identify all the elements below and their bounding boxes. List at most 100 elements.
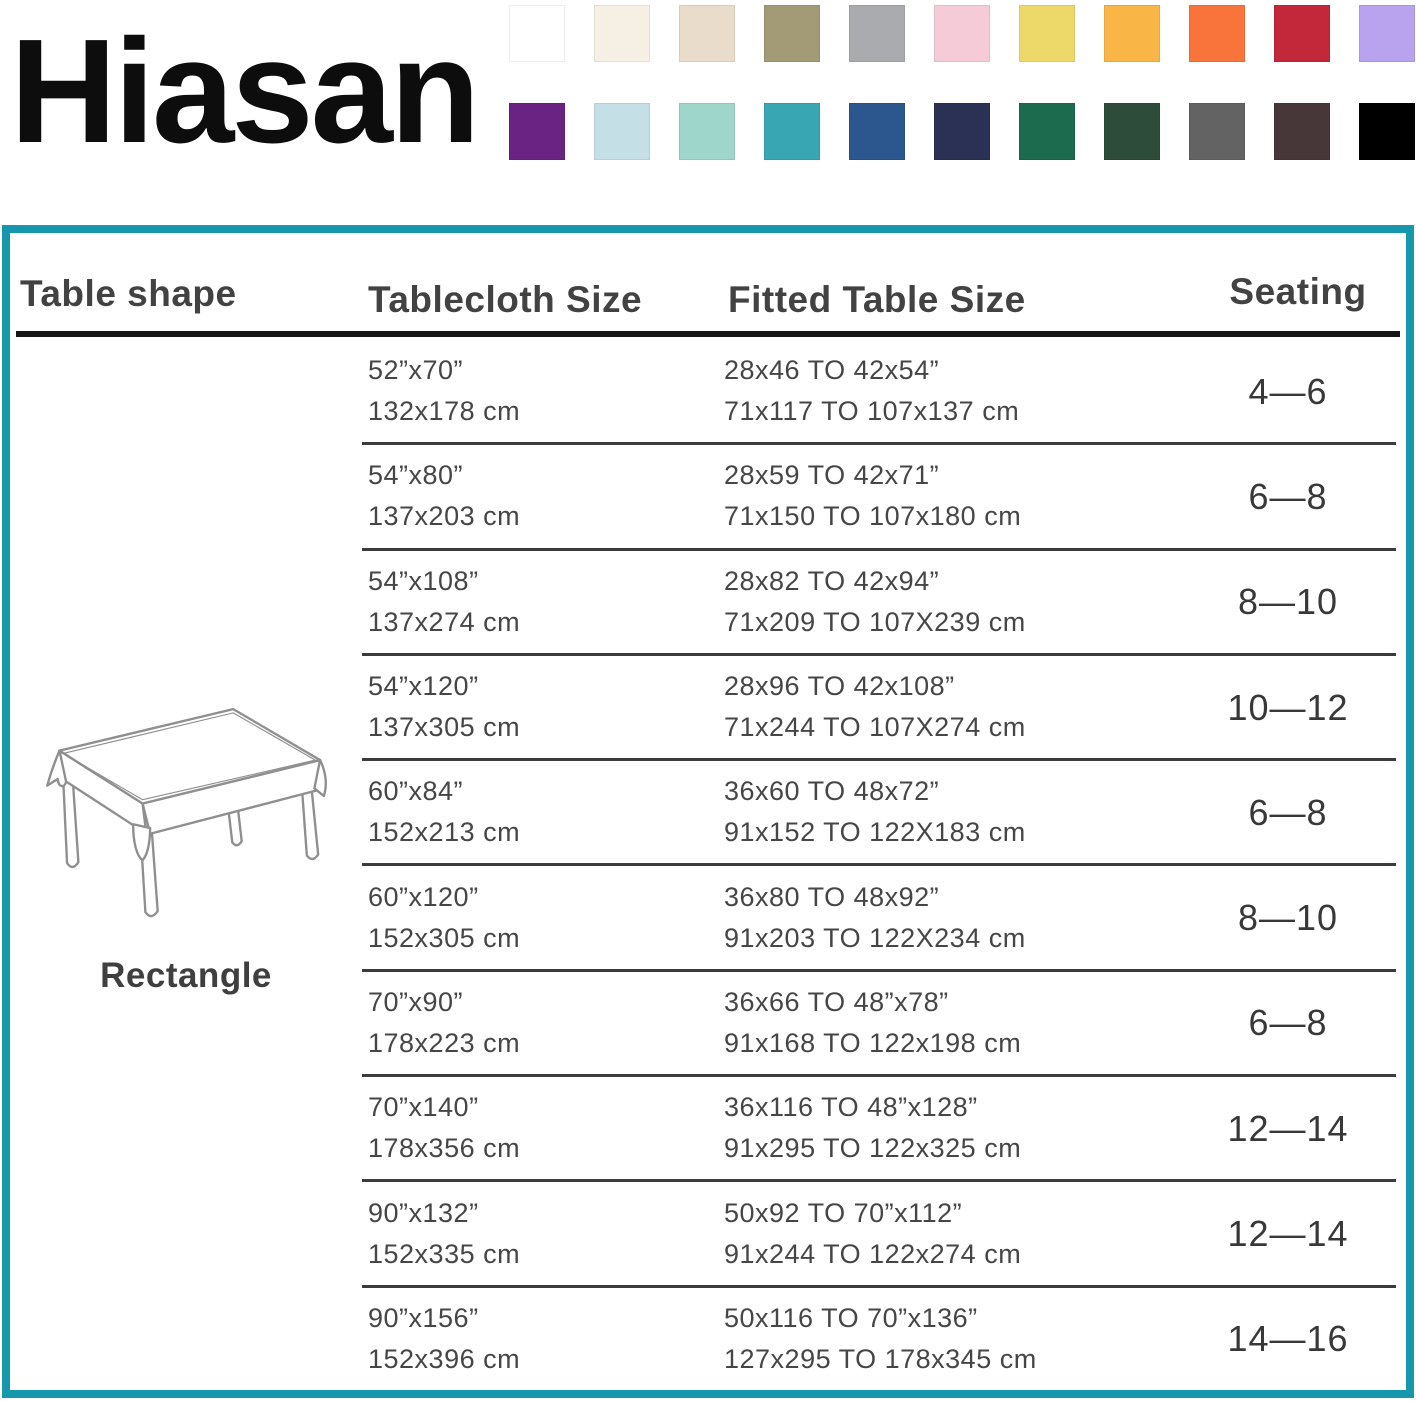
tablecloth-size-inches: 60”x84” (368, 776, 464, 807)
tablecloth-size-cell: 90”x156” 152x396 cm (362, 1298, 724, 1380)
size-row: 54”x120” 137x305 cm 28x96 TO 42x108” 71x… (362, 656, 1396, 762)
tablecloth-size-cm: 132x178 cm (368, 396, 521, 427)
seating-cell: 12—14 (1227, 1107, 1349, 1149)
tablecloth-size-inches: 90”x132” (368, 1197, 479, 1228)
color-swatch-gold (1104, 5, 1160, 62)
color-swatch-teal (764, 103, 820, 160)
fitted-size-inches: 36x60 TO 48x72” (724, 776, 940, 807)
seating-cell: 6—8 (1248, 475, 1328, 517)
fitted-size-inches: 28x46 TO 42x54” (724, 355, 940, 386)
header-seating: Seating (1229, 271, 1367, 312)
tablecloth-size-cell: 54”x108” 137x274 cm (362, 561, 724, 643)
fitted-size-cm: 71x244 TO 107X274 cm (724, 712, 1026, 743)
color-swatch-dark-grey (1189, 103, 1245, 160)
header-table-shape: Table shape (20, 273, 237, 314)
size-row: 60”x120” 152x305 cm 36x80 TO 48x92” 91x2… (362, 866, 1396, 972)
size-row: 90”x132” 152x335 cm 50x92 TO 70”x112” 91… (362, 1182, 1396, 1288)
fitted-table-size-cell: 50x92 TO 70”x112” 91x244 TO 122x274 cm (724, 1193, 1180, 1275)
tablecloth-size-cell: 70”x90” 178x223 cm (362, 982, 724, 1064)
fitted-table-size-cell: 36x80 TO 48x92” 91x203 TO 122X234 cm (724, 877, 1180, 959)
fitted-size-cm: 91x168 TO 122x198 cm (724, 1027, 1022, 1058)
fitted-size-inches: 28x82 TO 42x94” (724, 565, 940, 596)
size-row: 54”x108” 137x274 cm 28x82 TO 42x94” 71x2… (362, 551, 1396, 656)
seating-cell: 6—8 (1248, 791, 1328, 833)
rectangle-table-icon (46, 707, 327, 918)
tablecloth-size-inches: 70”x90” (368, 986, 464, 1017)
fitted-size-inches: 36x116 TO 48”x128” (724, 1092, 978, 1123)
color-swatch-beige (679, 5, 735, 62)
fitted-table-size-cell: 28x46 TO 42x54” 71x117 TO 107x137 cm (724, 350, 1180, 432)
size-rows: 52”x70” 132x178 cm 28x46 TO 42x54” 71x11… (362, 340, 1396, 1390)
header-tablecloth-size: Tablecloth Size (368, 279, 643, 320)
fitted-size-cm: 71x150 TO 107x180 cm (724, 501, 1022, 532)
size-row: 54”x80” 137x203 cm 28x59 TO 42x71” 71x15… (362, 445, 1396, 551)
fitted-size-inches: 36x80 TO 48x92” (724, 881, 940, 912)
tablecloth-size-cm: 137x203 cm (368, 501, 521, 532)
seating-cell: 10—12 (1227, 686, 1349, 728)
tablecloth-size-cell: 60”x120” 152x305 cm (362, 877, 724, 959)
fitted-size-cm: 71x117 TO 107x137 cm (724, 396, 1020, 427)
color-swatch-yellow (1019, 5, 1075, 62)
header-fitted-table-size: Fitted Table Size (728, 279, 1026, 320)
tablecloth-size-cell: 70”x140” 178x356 cm (362, 1087, 724, 1169)
tablecloth-size-cm: 178x223 cm (368, 1027, 521, 1058)
color-swatch-khaki (764, 5, 820, 62)
size-chart-body: Rectangle 52”x70” 132x178 cm 28x46 TO 42… (10, 340, 1406, 1390)
tablecloth-size-inches: 52”x70” (368, 355, 464, 386)
fitted-size-cm: 91x203 TO 122X234 cm (724, 922, 1026, 953)
tablecloth-size-inches: 60”x120” (368, 881, 479, 912)
color-swatch-grey (849, 5, 905, 62)
color-swatch-navy (934, 103, 990, 160)
fitted-size-cm: 91x295 TO 122x325 cm (724, 1133, 1022, 1164)
color-swatch-white (509, 5, 565, 62)
tablecloth-size-cell: 54”x120” 137x305 cm (362, 666, 724, 748)
fitted-size-cm: 91x152 TO 122X183 cm (724, 817, 1026, 848)
color-swatch-mint (679, 103, 735, 160)
fitted-table-size-cell: 28x82 TO 42x94” 71x209 TO 107X239 cm (724, 561, 1180, 643)
tablecloth-size-cell: 52”x70” 132x178 cm (362, 350, 724, 432)
color-swatch-purple (509, 103, 565, 160)
fitted-table-size-cell: 28x59 TO 42x71” 71x150 TO 107x180 cm (724, 455, 1180, 537)
fitted-table-size-cell: 28x96 TO 42x108” 71x244 TO 107X274 cm (724, 666, 1180, 748)
fitted-size-cm: 127x295 TO 178x345 cm (724, 1343, 1037, 1374)
tablecloth-size-inches: 54”x80” (368, 460, 464, 491)
tablecloth-size-cell: 90”x132” 152x335 cm (362, 1193, 724, 1275)
fitted-size-inches: 36x66 TO 48”x78” (724, 986, 949, 1017)
size-row: 70”x90” 178x223 cm 36x66 TO 48”x78” 91x1… (362, 972, 1396, 1078)
fitted-table-size-cell: 36x116 TO 48”x128” 91x295 TO 122x325 cm (724, 1087, 1180, 1169)
header-underline (16, 331, 1400, 337)
top-banner: Hiasan (0, 0, 1416, 225)
size-chart-box: Table shape Tablecloth Size Fitted Table… (2, 225, 1414, 1398)
fitted-size-inches: 50x92 TO 70”x112” (724, 1197, 963, 1228)
tablecloth-size-cm: 152x335 cm (368, 1238, 521, 1269)
seating-cell: 6—8 (1248, 1002, 1328, 1044)
color-swatch-royal-blue (849, 103, 905, 160)
size-chart-header: Table shape Tablecloth Size Fitted Table… (10, 233, 1406, 331)
fitted-size-cm: 91x244 TO 122x274 cm (724, 1238, 1022, 1269)
fitted-size-inches: 50x116 TO 70”x136” (724, 1302, 978, 1333)
seating-cell: 4—6 (1248, 370, 1328, 412)
fitted-size-inches: 28x59 TO 42x71” (724, 460, 940, 491)
color-swatch-brown (1274, 103, 1330, 160)
table-shape-column: Rectangle (10, 340, 362, 1390)
tablecloth-size-cell: 60”x84” 152x213 cm (362, 771, 724, 853)
fitted-table-size-cell: 36x60 TO 48x72” 91x152 TO 122X183 cm (724, 771, 1180, 853)
tablecloth-size-inches: 54”x108” (368, 565, 479, 596)
tablecloth-size-cm: 152x213 cm (368, 817, 521, 848)
color-swatch-lavender (1359, 5, 1415, 62)
size-row: 52”x70” 132x178 cm 28x46 TO 42x54” 71x11… (362, 340, 1396, 446)
seating-cell: 8—10 (1237, 897, 1339, 939)
seating-cell: 8—10 (1237, 581, 1339, 623)
color-swatch-hunter-green (1104, 103, 1160, 160)
color-swatch-green (1019, 103, 1075, 160)
size-row: 60”x84” 152x213 cm 36x60 TO 48x72” 91x15… (362, 761, 1396, 867)
tablecloth-size-cm: 137x305 cm (368, 712, 521, 743)
color-swatch-grid (509, 5, 1415, 160)
color-swatch-orange (1189, 5, 1245, 62)
size-row: 90”x156” 152x396 cm 50x116 TO 70”x136” 1… (362, 1288, 1396, 1390)
fitted-table-size-cell: 50x116 TO 70”x136” 127x295 TO 178x345 cm (724, 1298, 1180, 1380)
tablecloth-size-cell: 54”x80” 137x203 cm (362, 455, 724, 537)
tablecloth-size-cm: 152x305 cm (368, 922, 521, 953)
size-row: 70”x140” 178x356 cm 36x116 TO 48”x128” 9… (362, 1077, 1396, 1183)
